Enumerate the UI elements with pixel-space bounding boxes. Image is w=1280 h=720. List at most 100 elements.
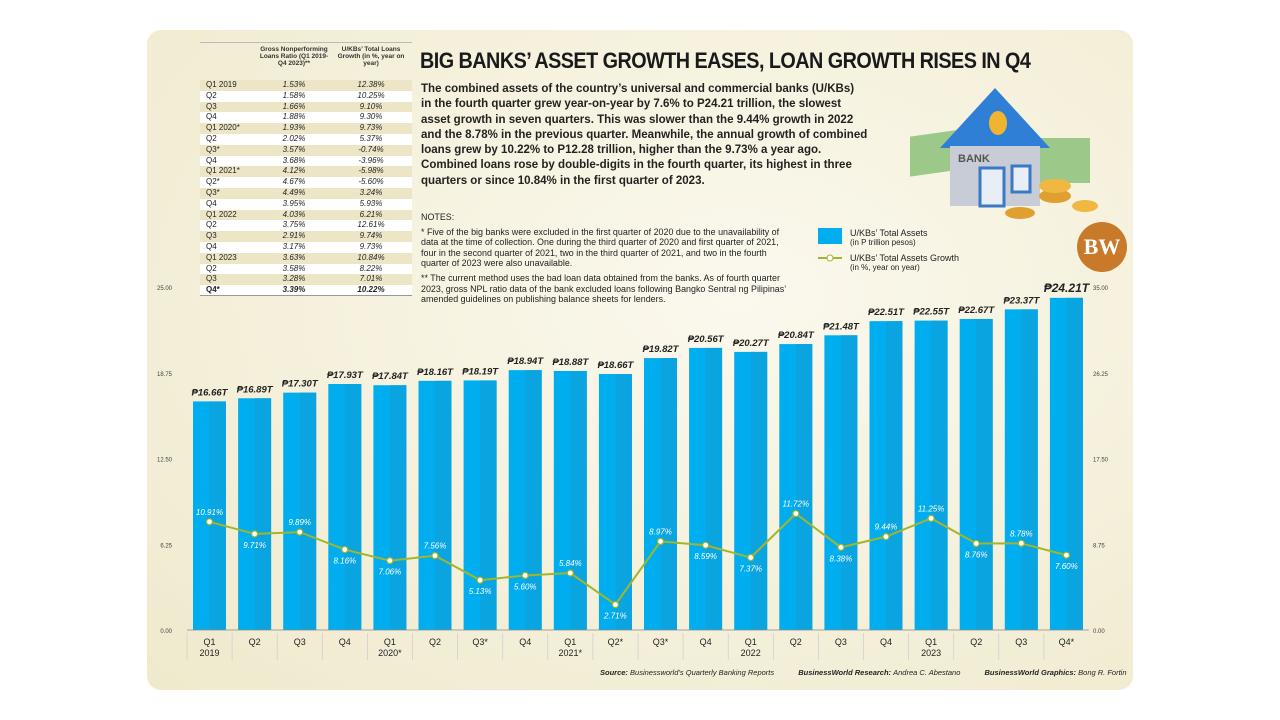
legend-assets: U/KBs’ Total Assets (in P trillion pesos) <box>818 228 959 247</box>
bank-sign: BANK <box>958 153 990 165</box>
table-row: Q1 2023 3.63% 10.84% <box>200 252 412 264</box>
row-loans: 6.21% <box>359 209 383 219</box>
row-loans: -5.98% <box>358 166 384 176</box>
notes: NOTES: * Five of the big banks were excl… <box>421 212 793 310</box>
note-2: ** The current method uses the bad loan … <box>421 272 786 306</box>
row-period: Q3 <box>206 101 217 111</box>
row-period: Q1 2020* <box>206 123 240 133</box>
table-row: Q3* 4.49% 3.24% <box>200 187 412 199</box>
npl-loans-table: Gross Nonperforming Loans Ratio (Q1 2019… <box>200 42 412 296</box>
table-row: Q3 2.91% 9.74% <box>200 231 412 242</box>
row-npl: 2.91% <box>282 231 306 241</box>
legend-growth: U/KBs’ Total Assets Growth (in %, year on… <box>818 253 959 272</box>
row-period: Q4 <box>206 241 217 251</box>
row-loans: 10.84% <box>357 252 385 262</box>
row-loans: -5.60% <box>358 177 384 187</box>
table-row: Q4 3.68% -3.96% <box>200 155 412 167</box>
bar-swatch-icon <box>818 228 842 244</box>
source-label: Source: <box>600 668 628 677</box>
table-row: Q4* 3.39% 10.22% <box>200 285 412 296</box>
table-row: Q2 3.58% 8.22% <box>200 263 412 275</box>
row-npl: 1.88% <box>282 112 306 122</box>
row-loans: 9.73% <box>359 241 383 251</box>
table-row: Q3 3.28% 7.01% <box>200 274 412 286</box>
header-npl: Gross Nonperforming Loans Ratio (Q1 2019… <box>259 46 329 67</box>
graphics-label: BusinessWorld Graphics: <box>984 668 1077 677</box>
note-1: * Five of the big banks were excluded in… <box>421 226 780 270</box>
row-npl: 3.75% <box>282 220 306 230</box>
row-period: Q1 2021* <box>206 166 240 176</box>
row-period: Q2 <box>206 220 217 230</box>
table-row: Q1 2021* 4.12% -5.98% <box>200 166 412 178</box>
row-loans: 9.10% <box>359 101 383 111</box>
row-npl: 4.03% <box>282 209 306 219</box>
table-row: Q3* 3.57% -0.74% <box>200 144 412 156</box>
research-label: BusinessWorld Research: <box>798 668 892 677</box>
row-npl: 1.58% <box>282 90 306 100</box>
row-period: Q3* <box>206 187 220 197</box>
row-period: Q4* <box>206 285 220 295</box>
row-npl: 1.66% <box>282 101 306 111</box>
table-row: Q4 3.95% 5.93% <box>200 198 412 210</box>
research-text: Andrea C. Abestano <box>893 668 961 677</box>
row-period: Q1 2022 <box>206 209 237 219</box>
row-loans: 5.93% <box>359 198 383 208</box>
table-row: Q3 1.66% 9.10% <box>200 101 412 113</box>
row-period: Q4 <box>206 112 217 122</box>
table-row: Q2 3.75% 12.61% <box>200 220 412 232</box>
row-period: Q4 <box>206 155 217 165</box>
row-npl: 3.95% <box>282 198 306 208</box>
row-npl: 3.39% <box>282 285 306 295</box>
credits: Source: Businessworld’s Quarterly Bankin… <box>600 668 1149 677</box>
row-loans: -0.74% <box>358 144 384 154</box>
legend-growth-label: U/KBs’ Total Assets Growth <box>850 253 960 263</box>
row-npl: 3.58% <box>282 263 306 273</box>
row-loans: 12.61% <box>357 220 385 230</box>
row-loans: 8.22% <box>359 263 383 273</box>
row-period: Q2 <box>206 90 217 100</box>
row-period: Q3 <box>206 231 217 241</box>
notes-heading: NOTES: <box>421 212 455 223</box>
line-swatch-icon <box>818 254 842 262</box>
row-loans: 5.37% <box>359 133 383 143</box>
row-loans: 10.25% <box>357 90 385 100</box>
row-npl: 2.02% <box>282 133 306 143</box>
row-npl: 1.53% <box>282 80 306 89</box>
table-row: Q4 1.88% 9.30% <box>200 112 412 124</box>
row-period: Q2* <box>206 177 220 187</box>
legend-assets-label: U/KBs’ Total Assets <box>850 228 928 238</box>
table-row: Q2 2.02% 5.37% <box>200 133 412 145</box>
row-npl: 4.67% <box>282 177 306 187</box>
legend-assets-sub: (in P trillion pesos) <box>850 238 916 247</box>
row-npl: 3.57% <box>282 144 306 154</box>
row-loans: 9.74% <box>359 231 383 241</box>
businessworld-logo: BW <box>1077 222 1127 272</box>
row-loans: 9.73% <box>359 123 383 133</box>
chart-legend: U/KBs’ Total Assets (in P trillion pesos)… <box>818 228 959 278</box>
table-header: Gross Nonperforming Loans Ratio (Q1 2019… <box>200 42 412 80</box>
row-period: Q2 <box>206 263 217 273</box>
row-loans: -3.96% <box>358 155 384 165</box>
source-text: Businessworld’s Quarterly Banking Report… <box>630 668 775 677</box>
page-title: BIG BANKS’ ASSET GROWTH EASES, LOAN GROW… <box>420 48 1031 73</box>
row-loans: 9.30% <box>359 112 383 122</box>
row-npl: 3.63% <box>282 252 306 262</box>
row-npl: 1.93% <box>282 123 306 133</box>
table-row: Q2 1.58% 10.25% <box>200 90 412 102</box>
row-period: Q3 <box>206 274 217 284</box>
table-row: Q1 2020* 1.93% 9.73% <box>200 123 412 134</box>
table-row: Q4 3.17% 9.73% <box>200 241 412 253</box>
row-period: Q1 2019 <box>206 80 237 89</box>
row-loans: 10.22% <box>357 285 385 295</box>
row-period: Q1 2023 <box>206 252 237 262</box>
header-period <box>200 46 258 80</box>
legend-growth-sub: (in %, year on year) <box>850 263 920 272</box>
intro-paragraph: The combined assets of the country’s uni… <box>421 81 868 187</box>
row-npl: 3.68% <box>282 155 306 165</box>
table-row: Q2* 4.67% -5.60% <box>200 177 412 188</box>
row-period: Q4 <box>206 198 217 208</box>
row-npl: 4.12% <box>282 166 306 176</box>
row-loans: 3.24% <box>359 187 383 197</box>
row-period: Q3* <box>206 144 220 154</box>
bank-illustration-icon: BANK <box>910 88 1098 219</box>
